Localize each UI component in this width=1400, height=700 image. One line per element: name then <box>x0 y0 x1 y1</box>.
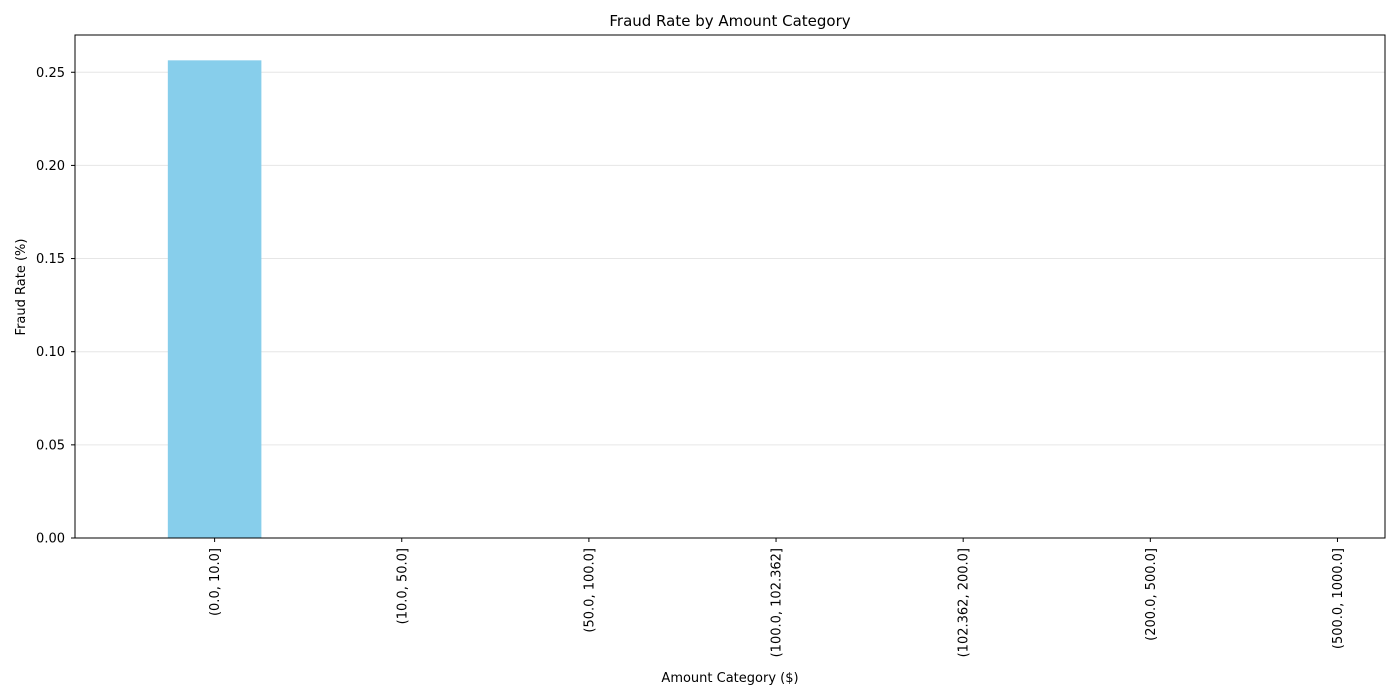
y-tick-label: 0.15 <box>36 252 65 267</box>
y-tick-label: 0.25 <box>36 66 65 81</box>
chart-title: Fraud Rate by Amount Category <box>609 12 850 30</box>
x-axis-label: Amount Category ($) <box>661 671 798 686</box>
x-tick-label: (102.362, 200.0] <box>957 548 972 657</box>
x-tick-label: (0.0, 10.0] <box>208 548 223 616</box>
x-tick-label: (500.0, 1000.0] <box>1331 548 1346 649</box>
bar <box>167 60 262 538</box>
y-tick-label: 0.10 <box>36 345 65 360</box>
grid-layer <box>75 71 1385 446</box>
y-tick-label: 0.05 <box>36 438 65 453</box>
plot-frame <box>74 34 1386 539</box>
y-axis-label: Fraud Rate (%) <box>14 239 29 336</box>
x-tick-label: (200.0, 500.0] <box>1144 548 1159 641</box>
y-tick-label: 0.00 <box>36 532 65 547</box>
x-tick-label: (50.0, 100.0] <box>582 548 597 633</box>
y-tick-label: 0.20 <box>36 159 65 174</box>
x-axis: (0.0, 10.0] (10.0, 50.0] (50.0, 100.0] (100… <box>208 538 1346 657</box>
x-tick-label: (100.0, 102.362] <box>770 548 785 657</box>
bar-layer <box>167 60 262 538</box>
x-tick-label: (10.0, 50.0] <box>395 548 410 624</box>
y-axis: 0.00 0.05 0.10 0.15 0.20 0.25 <box>36 66 75 547</box>
